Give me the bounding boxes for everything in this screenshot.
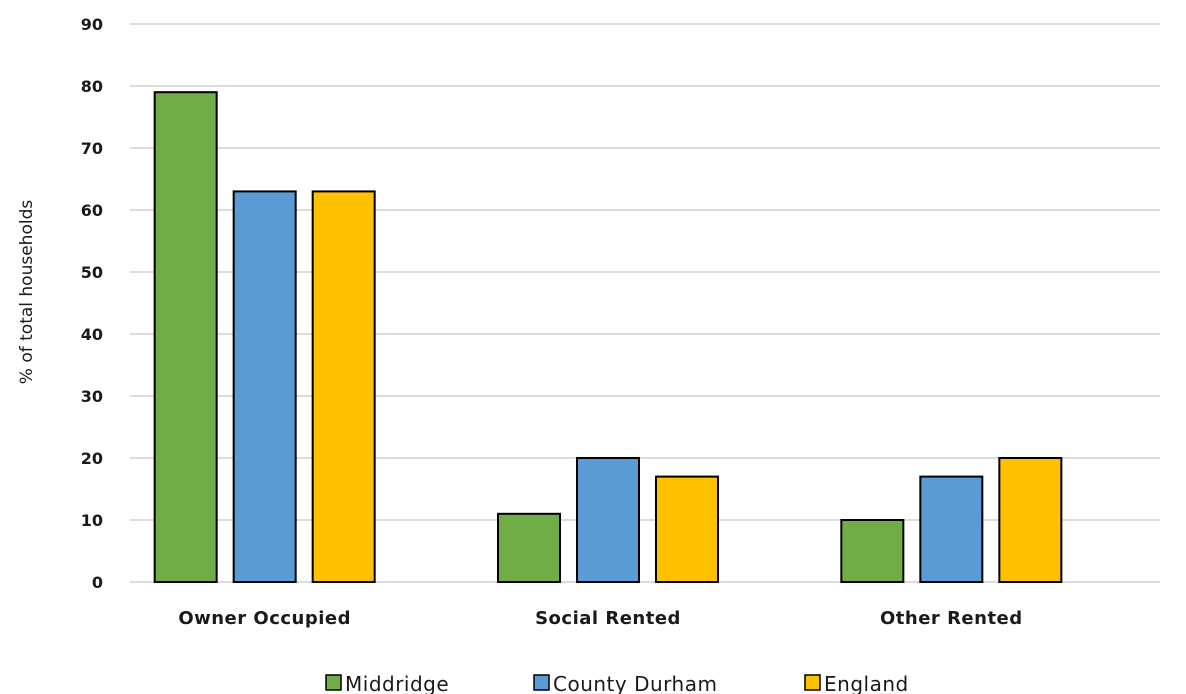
- y-tick-label: 20: [81, 449, 103, 468]
- x-category-label: Other Rented: [880, 608, 1023, 629]
- legend-label: England: [824, 672, 909, 694]
- x-category-label: Social Rented: [535, 608, 681, 629]
- y-axis-title: % of total households: [17, 200, 37, 385]
- legend-swatch: [533, 674, 550, 691]
- y-tick-label: 90: [81, 15, 103, 34]
- y-tick-label: 80: [81, 77, 103, 96]
- legend: Middridge County Durham England: [325, 672, 909, 694]
- legend-label: County Durham: [553, 672, 717, 694]
- y-tick-label: 60: [81, 201, 103, 220]
- bar-england-social-rented: [655, 475, 719, 584]
- gridlines: [130, 23, 1160, 583]
- y-tick-label: 30: [81, 387, 103, 406]
- x-axis-categories: Owner Occupied Social Rented Other Rented: [178, 608, 1022, 629]
- bar-middridge-social-rented: [497, 512, 561, 583]
- bar-england-other-rented: [998, 457, 1063, 583]
- y-axis-ticks: 0 10 20 30 40 50 60 70 80 90: [81, 15, 103, 592]
- bar-county-durham-owner-occupied: [232, 190, 297, 583]
- bar-middridge-other-rented: [840, 519, 905, 583]
- y-tick-label: 10: [81, 511, 103, 530]
- bars: [153, 91, 1063, 584]
- bar-county-durham-other-rented: [919, 475, 984, 584]
- bar-county-durham-social-rented: [576, 457, 640, 583]
- legend-label: Middridge: [345, 672, 449, 694]
- y-tick-label: 40: [81, 325, 103, 344]
- legend-swatch: [325, 674, 342, 691]
- bar-england-owner-occupied: [311, 190, 376, 583]
- y-tick-label: 70: [81, 139, 103, 158]
- y-tick-label: 50: [81, 263, 103, 282]
- y-tick-label: 0: [92, 573, 103, 592]
- x-category-label: Owner Occupied: [178, 608, 351, 629]
- bar-middridge-owner-occupied: [153, 91, 218, 583]
- legend-swatch: [804, 674, 821, 691]
